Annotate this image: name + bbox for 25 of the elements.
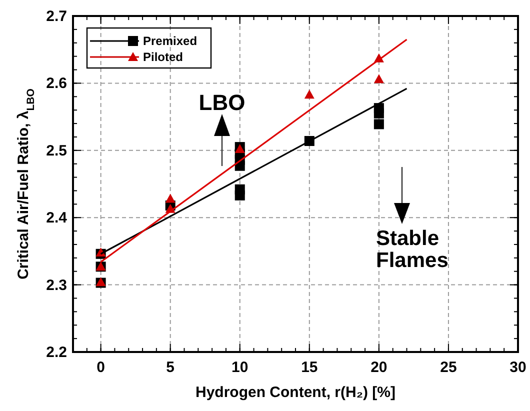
x-tick-label: 0 bbox=[96, 359, 105, 376]
legend-label: Premixed bbox=[143, 34, 198, 48]
point bbox=[374, 108, 384, 118]
x-tick-label: 20 bbox=[370, 359, 388, 376]
y-tick-label: 2.3 bbox=[46, 276, 67, 294]
point bbox=[234, 160, 245, 171]
point bbox=[374, 119, 384, 130]
annotation: LBO bbox=[198, 90, 246, 115]
legend-label: Piloted bbox=[143, 50, 184, 64]
point bbox=[374, 74, 384, 84]
point bbox=[165, 194, 176, 203]
x-tick-label: 10 bbox=[232, 359, 248, 376]
point bbox=[304, 90, 314, 99]
point bbox=[234, 190, 245, 200]
x-tick-label: 30 bbox=[510, 359, 526, 376]
x-tick-label: 25 bbox=[440, 359, 457, 376]
x-tick-label: 5 bbox=[166, 359, 175, 376]
y-tick-label: 2.4 bbox=[46, 210, 68, 227]
annotation: Stable Flames bbox=[376, 227, 448, 272]
y-tick-label: 2.6 bbox=[46, 75, 67, 92]
x-tick-label: 15 bbox=[301, 359, 318, 376]
y-tick-label: 2.2 bbox=[46, 344, 67, 361]
y-tick-label: 2.5 bbox=[46, 142, 67, 160]
y-tick-label: 2.7 bbox=[46, 8, 67, 25]
x-axis-title: Hydrogen Content, r(H₂) [%] bbox=[196, 384, 396, 401]
